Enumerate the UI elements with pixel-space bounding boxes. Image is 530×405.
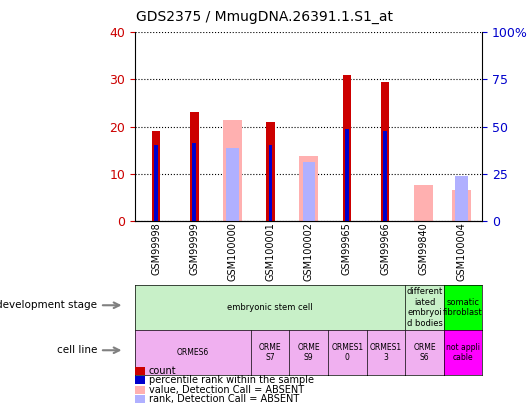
Text: value, Detection Call = ABSENT: value, Detection Call = ABSENT <box>149 385 304 394</box>
Text: not appli
cable: not appli cable <box>446 343 480 362</box>
Text: ORMES1
0: ORMES1 0 <box>331 343 364 362</box>
Text: somatic
fibroblast: somatic fibroblast <box>443 298 483 317</box>
Bar <box>345 129 349 221</box>
Bar <box>299 156 318 221</box>
Text: different
iated
embryoi
d bodies: different iated embryoi d bodies <box>407 288 443 328</box>
Text: percentile rank within the sample: percentile rank within the sample <box>149 375 314 385</box>
Bar <box>452 190 471 221</box>
Text: ORMES6: ORMES6 <box>177 348 209 357</box>
Bar <box>455 176 467 221</box>
Text: count: count <box>149 366 176 376</box>
Bar <box>303 162 315 221</box>
Bar <box>192 143 196 221</box>
Text: embryonic stem cell: embryonic stem cell <box>227 303 313 312</box>
Text: development stage: development stage <box>0 300 98 310</box>
Bar <box>381 82 390 221</box>
Bar <box>190 113 199 221</box>
Text: ORME
S7: ORME S7 <box>259 343 281 362</box>
Text: GDS2375 / MmugDNA.26391.1.S1_at: GDS2375 / MmugDNA.26391.1.S1_at <box>137 10 393 24</box>
Text: ORME
S9: ORME S9 <box>297 343 320 362</box>
Bar <box>413 185 432 221</box>
Bar <box>223 119 242 221</box>
Bar <box>266 122 275 221</box>
Text: rank, Detection Call = ABSENT: rank, Detection Call = ABSENT <box>149 394 299 404</box>
Bar <box>152 131 161 221</box>
Bar <box>269 145 272 221</box>
Bar <box>383 131 387 221</box>
Bar <box>154 145 158 221</box>
Text: ORMES1
3: ORMES1 3 <box>370 343 402 362</box>
Text: ORME
S6: ORME S6 <box>413 343 436 362</box>
Bar <box>342 75 351 221</box>
Bar <box>226 148 238 221</box>
Text: cell line: cell line <box>57 345 98 355</box>
